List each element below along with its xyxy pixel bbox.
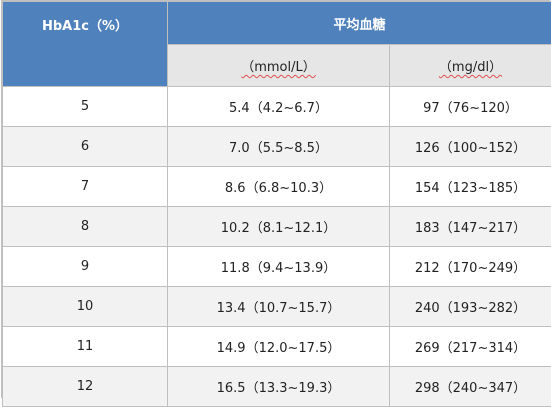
table-row: 8 10.2（8.1~12.1） 183（147~217）	[3, 207, 551, 247]
hba1c-cell: 12	[3, 367, 168, 407]
hba1c-cell: 11	[3, 327, 168, 367]
mmol-cell: 7.0（5.5~8.5）	[168, 127, 390, 167]
mgdl-cell: 212（170~249）	[390, 247, 551, 287]
table-row: 10 13.4（10.7~15.7） 240（193~282）	[3, 287, 551, 327]
hba1c-glucose-table-container: HbA1c（%） 平均血糖 （mmol/L） （mg/dl） 5 5.4（4.2…	[1, 0, 550, 398]
mmol-cell: 8.6（6.8~10.3）	[168, 167, 390, 207]
mgdl-cell: 154（123~185）	[390, 167, 551, 207]
mmol-cell: 10.2（8.1~12.1）	[168, 207, 390, 247]
table-row: 6 7.0（5.5~8.5） 126（100~152）	[3, 127, 551, 167]
mgdl-cell: 97（76~120）	[390, 87, 551, 127]
mmol-cell: 13.4（10.7~15.7）	[168, 287, 390, 327]
table-header: HbA1c（%） 平均血糖 （mmol/L） （mg/dl）	[3, 2, 551, 87]
table-row: 12 16.5（13.3~19.3） 298（240~347）	[3, 367, 551, 407]
header-row-1: HbA1c（%） 平均血糖	[3, 2, 551, 45]
mgdl-cell: 240（193~282）	[390, 287, 551, 327]
mgdl-unit-label: （mg/dl）	[439, 60, 502, 75]
mgdl-cell: 298（240~347）	[390, 367, 551, 407]
table-row: 9 11.8（9.4~13.9） 212（170~249）	[3, 247, 551, 287]
hba1c-cell: 6	[3, 127, 168, 167]
mgdl-unit-header: （mg/dl）	[390, 45, 551, 87]
table-row: 5 5.4（4.2~6.7） 97（76~120）	[3, 87, 551, 127]
mmol-unit-label: （mmol/L）	[241, 60, 316, 75]
hba1c-column-header: HbA1c（%）	[3, 2, 168, 87]
mmol-cell: 11.8（9.4~13.9）	[168, 247, 390, 287]
table-row: 11 14.9（12.0~17.5） 269（217~314）	[3, 327, 551, 367]
table-row: 7 8.6（6.8~10.3） 154（123~185）	[3, 167, 551, 207]
table-body: 5 5.4（4.2~6.7） 97（76~120） 6 7.0（5.5~8.5）…	[3, 87, 551, 407]
hba1c-cell: 10	[3, 287, 168, 327]
hba1c-cell: 7	[3, 167, 168, 207]
avg-glucose-header: 平均血糖	[168, 2, 551, 45]
hba1c-cell: 5	[3, 87, 168, 127]
mgdl-cell: 269（217~314）	[390, 327, 551, 367]
mmol-cell: 14.9（12.0~17.5）	[168, 327, 390, 367]
mmol-unit-header: （mmol/L）	[168, 45, 390, 87]
hba1c-cell: 8	[3, 207, 168, 247]
hba1c-header-label: HbA1c（%）	[42, 19, 128, 34]
mmol-cell: 16.5（13.3~19.3）	[168, 367, 390, 407]
mgdl-cell: 183（147~217）	[390, 207, 551, 247]
mgdl-cell: 126（100~152）	[390, 127, 551, 167]
mmol-cell: 5.4（4.2~6.7）	[168, 87, 390, 127]
hba1c-cell: 9	[3, 247, 168, 287]
